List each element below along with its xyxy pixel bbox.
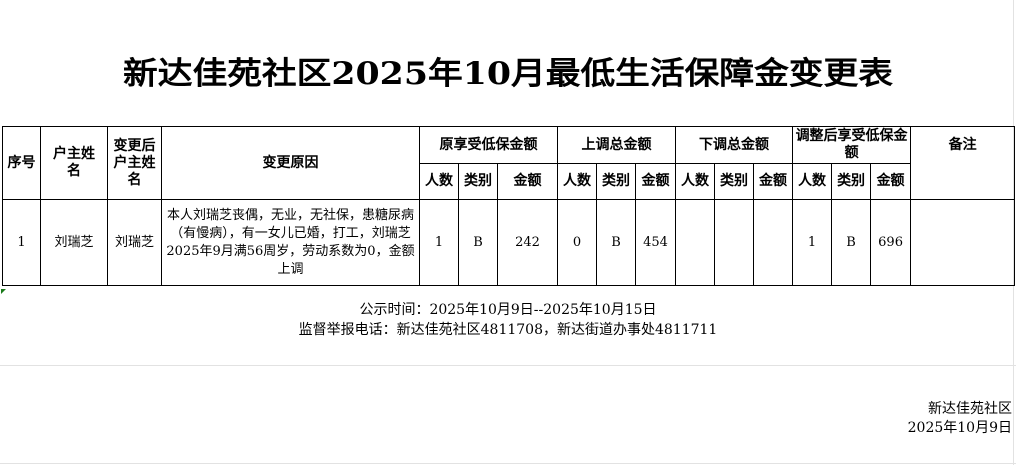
cell-household-head: 刘瑞芝 [40,199,108,286]
header-increase-amount: 金额 [634,163,677,200]
signature-org: 新达佳苑社区 [928,401,1012,417]
page-title: 新达佳苑社区2025年10月最低生活保障金变更表 [123,56,893,92]
header-original-amount: 金额 [497,163,558,200]
header-household-head: 户主姓名 [40,126,108,200]
header-adjusted: 调整后享受低保金额 [792,126,912,164]
cell-original-people: 1 [419,199,459,286]
header-adjusted-people: 人数 [792,163,833,200]
cell-reason: 本人刘瑞芝丧偶，无业，无社保，患糖尿病（有慢病），有一女儿已婚，打工，刘瑞芝20… [161,199,420,286]
notice-hotline: 监督举报电话：新达佳苑社区4811708，新达街道办事处4811711 [298,322,718,338]
cell-decrease-people [675,199,716,286]
header-row-1: 序号 户主姓名 变更后户主姓名 变更原因 原享受低保金额 上调总金额 下调总金额… [2,126,1016,200]
header-row-2: 人数 类别 金额 人数 类别 金额 人数 类别 金额 人数 类别 金额 [3,163,1015,200]
header-decrease-people: 人数 [675,163,716,200]
header-decrease: 下调总金额 [675,126,794,164]
header-seq: 序号 [2,126,41,200]
header-original-people: 人数 [419,163,459,200]
signature-date: 2025年10月9日 [907,420,1012,436]
cell-seq: 1 [2,199,41,286]
table-row: 1 刘瑞芝 刘瑞芝 本人刘瑞芝丧偶，无业，无社保，患糖尿病（有慢病），有一女儿已… [2,199,1016,286]
cell-marker [1,289,6,294]
divider-bottom [0,463,1016,464]
header-increase-category: 类别 [596,163,636,200]
header-reason: 变更原因 [161,126,420,200]
cell-remarks [910,199,1016,286]
header-original: 原享受低保金额 [419,126,558,164]
cell-increase-amount: 454 [634,199,677,286]
cell-original-amount: 242 [497,199,558,286]
header-increase-people: 人数 [557,163,597,200]
cell-original-category: B [458,199,498,286]
cell-adjusted-category: B [831,199,872,286]
cell-decrease-category [714,199,755,286]
cell-increase-category: B [596,199,636,286]
header-remarks: 备注 [910,126,1016,200]
cell-adjusted-amount: 696 [870,199,912,286]
header-adjusted-amount: 金额 [870,163,912,200]
cell-new-household-head: 刘瑞芝 [107,199,162,286]
cell-increase-people: 0 [557,199,597,286]
header-adjusted-category: 类别 [831,163,872,200]
header-original-category: 类别 [458,163,498,200]
change-table: 序号 户主姓名 变更后户主姓名 变更原因 原享受低保金额 上调总金额 下调总金额… [2,126,1016,286]
divider [0,365,1016,366]
cell-decrease-amount [753,199,794,286]
header-new-household-head: 变更后户主姓名 [107,126,162,200]
notice-period: 公示时间：2025年10月9日--2025年10月15日 [359,302,657,318]
header-decrease-amount: 金额 [753,163,794,200]
header-increase: 上调总金额 [556,126,677,164]
cell-adjusted-people: 1 [792,199,833,286]
header-decrease-category: 类别 [714,163,755,200]
